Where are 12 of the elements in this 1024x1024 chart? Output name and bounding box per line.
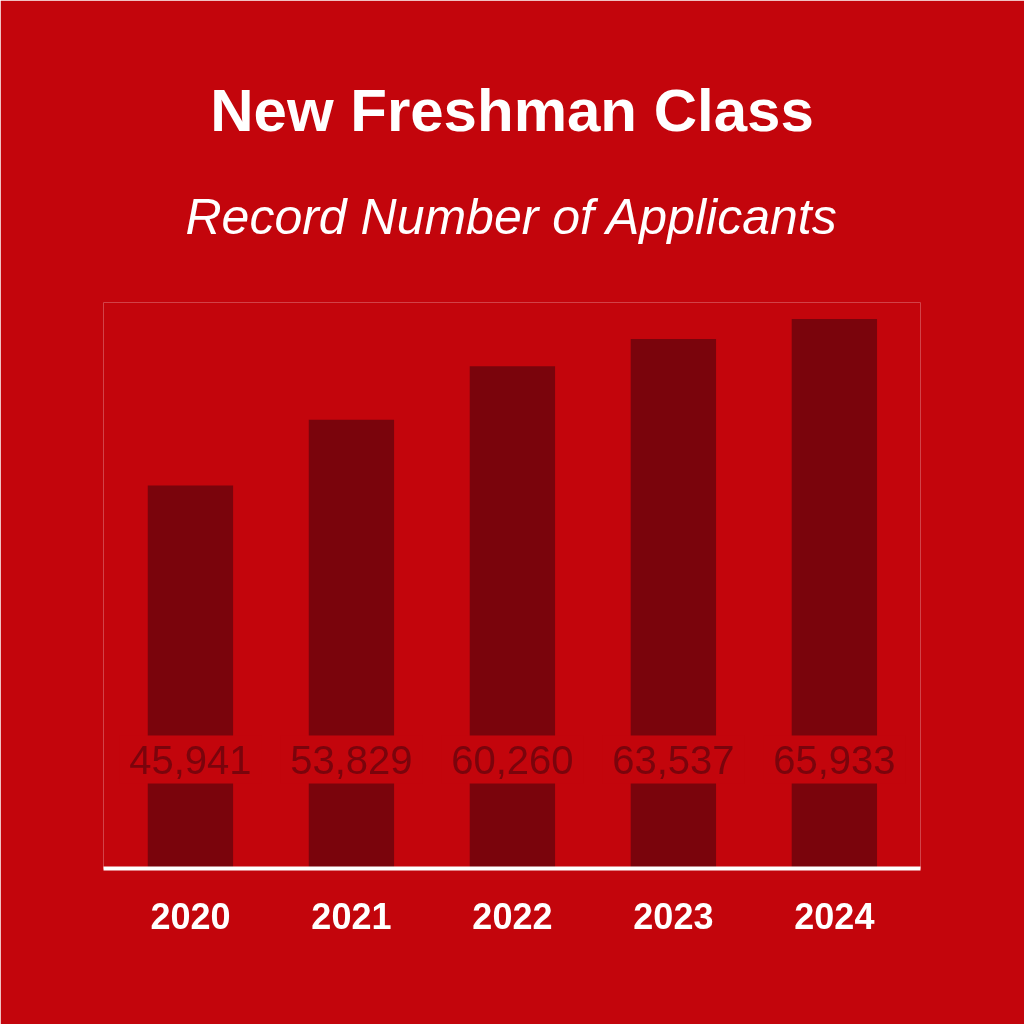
data-label: 60,260 (451, 737, 574, 782)
x-tick-label: 2024 (794, 895, 875, 937)
data-label: 45,941 (129, 737, 252, 782)
x-tick-label: 2020 (150, 895, 231, 937)
data-label: 63,537 (612, 737, 735, 782)
x-tick-label: 2023 (633, 895, 714, 937)
chart-subtitle: Record Number of Applicants (185, 188, 837, 245)
chart-title: New Freshman Class (210, 76, 814, 144)
data-label: 65,933 (773, 737, 896, 782)
x-tick-label: 2021 (311, 895, 392, 937)
data-label: 53,829 (290, 737, 413, 782)
x-tick-label: 2022 (472, 895, 553, 937)
